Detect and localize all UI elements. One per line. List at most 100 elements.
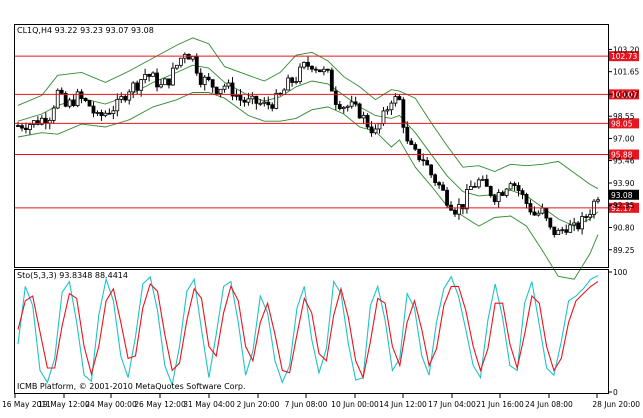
time-tick-label: 21 Jun 16:00 xyxy=(476,400,524,409)
candle-body xyxy=(155,72,159,88)
candle-body xyxy=(369,126,374,134)
candle-body xyxy=(258,102,263,105)
stochastic-pane-frame xyxy=(14,269,609,394)
candle-body xyxy=(405,126,410,142)
candle-body xyxy=(500,192,505,196)
candle-body xyxy=(488,185,493,197)
stochastic-lines xyxy=(17,275,599,387)
candle-body xyxy=(31,120,36,125)
candle-body xyxy=(206,76,211,81)
level-tag-label: 98.05 xyxy=(611,119,633,128)
candle-body xyxy=(51,107,56,121)
candle-body xyxy=(290,77,295,83)
candle-body xyxy=(234,94,239,97)
candle-body xyxy=(190,56,195,60)
candle-body xyxy=(484,178,489,187)
time-tick-label: 16 May 2011 xyxy=(2,400,51,409)
candle-body xyxy=(83,97,88,101)
candle-body xyxy=(135,82,140,91)
time-tick-label: 14 Jun 12:00 xyxy=(379,400,427,409)
bollinger-lower-band xyxy=(17,92,599,280)
candle-body xyxy=(508,183,513,190)
candle-body xyxy=(588,214,592,218)
time-tick-label: 28 Jun 20:00 xyxy=(592,400,640,409)
candle-body xyxy=(238,94,243,101)
candle-body xyxy=(544,207,549,219)
candle-body xyxy=(512,183,517,186)
candle-body xyxy=(143,73,148,81)
candle-body xyxy=(373,128,378,134)
candle-body xyxy=(321,68,326,73)
candle-body xyxy=(560,229,565,232)
candle-body xyxy=(103,112,108,116)
bollinger-bands xyxy=(17,37,599,280)
candle-body xyxy=(576,222,581,230)
candle-body xyxy=(401,99,406,128)
price-tick-label: 90.80 xyxy=(613,224,635,233)
candle-body xyxy=(333,90,338,105)
candle-body xyxy=(409,140,414,145)
candle-body xyxy=(349,101,354,107)
candle-body xyxy=(270,104,275,109)
candle-body xyxy=(520,190,525,195)
stochastic-title: Sto(5,3,3) 93.8348 88.4414 xyxy=(17,271,128,280)
candle-body xyxy=(536,212,541,216)
price-tick-label: 95.46 xyxy=(613,157,635,166)
current-price-label: 93.08 xyxy=(611,191,633,200)
candle-body xyxy=(457,204,461,215)
candle-body xyxy=(67,99,72,107)
candle-body xyxy=(214,86,219,94)
level-tag xyxy=(609,89,639,100)
candle-body xyxy=(516,185,521,192)
price-pane-frame xyxy=(14,24,609,268)
candle-body xyxy=(115,98,120,112)
candle-body xyxy=(298,66,302,82)
time-tick-label: 24 May 00:00 xyxy=(85,400,137,409)
candle-body xyxy=(111,110,116,115)
candle-body xyxy=(95,112,100,114)
candle-body xyxy=(171,67,175,86)
time-tick-label: 10 Jun 00:00 xyxy=(331,400,379,409)
candle-body xyxy=(218,88,223,94)
candle-body xyxy=(337,104,342,110)
candle-body xyxy=(393,96,398,104)
candle-body xyxy=(329,69,334,92)
time-tick-label: 24 Jun 08:00 xyxy=(525,400,573,409)
candle-body xyxy=(556,229,561,236)
candle-body xyxy=(445,189,449,206)
price-tick-label: 97.00 xyxy=(613,134,635,143)
candle-body xyxy=(274,92,279,109)
candle-body xyxy=(437,182,441,186)
candle-body xyxy=(572,222,577,226)
price-tick-label: 89.25 xyxy=(613,246,635,255)
candle-body xyxy=(43,117,48,124)
candle-body xyxy=(413,144,418,150)
candle-body xyxy=(246,98,251,103)
candle-body xyxy=(151,72,155,77)
candle-body xyxy=(20,125,24,129)
level-tag xyxy=(609,51,639,62)
candle-body xyxy=(365,115,370,128)
candle-body xyxy=(159,84,163,88)
candle-body xyxy=(79,91,84,99)
candle-body xyxy=(47,119,52,124)
price-axis: 103.20 101.65 100.07 98.55 97.00 95.46 93.90 92… xyxy=(608,45,639,255)
candle-body xyxy=(59,89,64,94)
time-tick-label: 2 Jun 20:00 xyxy=(237,400,280,409)
candle-body xyxy=(266,101,271,106)
chart-title: CL1Q,H4 93.22 93.23 93.07 93.08 xyxy=(17,26,154,35)
candle-body xyxy=(242,99,247,103)
candle-body xyxy=(123,96,128,101)
candle-body xyxy=(230,82,235,97)
price-tick-label: 92.35 xyxy=(613,201,635,210)
candle-body xyxy=(55,89,60,109)
candle-body xyxy=(345,105,350,108)
candle-body xyxy=(465,189,469,210)
candle-body xyxy=(63,93,68,107)
candle-body xyxy=(163,78,167,86)
stochastic-main-line xyxy=(17,275,599,387)
time-tick-label: 26 May 12:00 xyxy=(134,400,186,409)
candle-body xyxy=(389,102,394,111)
time-tick-label: 7 Jun 08:00 xyxy=(285,400,328,409)
